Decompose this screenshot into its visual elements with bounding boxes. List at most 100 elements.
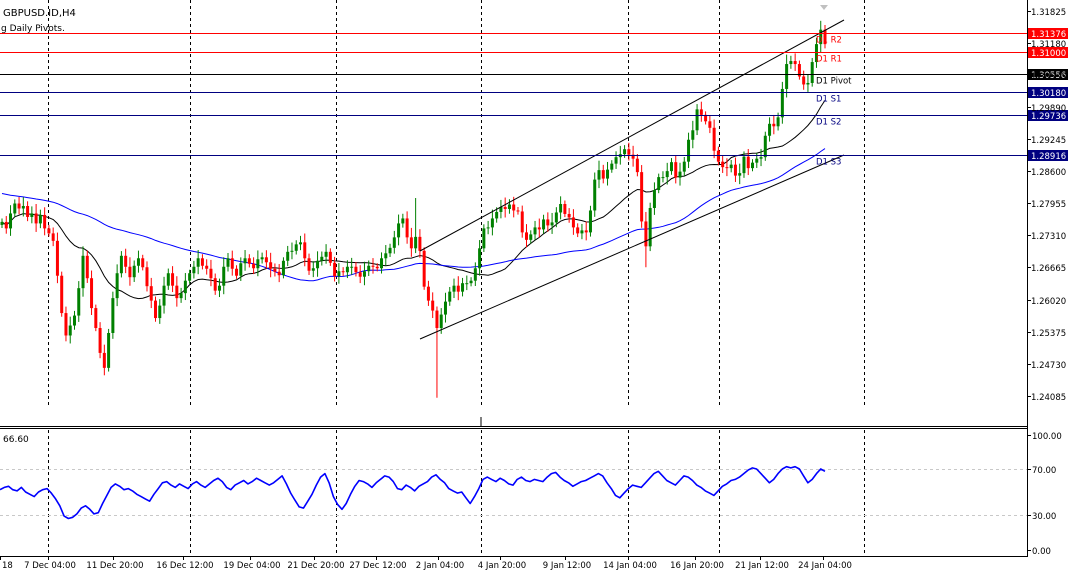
time-tick-label: 21 Dec 20:00 — [287, 561, 344, 571]
candle-body — [772, 123, 776, 127]
candle — [588, 205, 592, 237]
candle-body — [316, 260, 320, 269]
price-tag-label: 1.31376 — [1031, 30, 1066, 40]
candle — [580, 223, 584, 240]
candle — [9, 205, 13, 236]
candle-body — [30, 213, 34, 217]
candle-body — [797, 64, 801, 77]
candle — [482, 224, 486, 253]
candle-body — [47, 228, 51, 234]
time-tick-label: 18 — [2, 561, 13, 571]
pivot-label: D1 S2 — [816, 118, 841, 128]
candle-body — [141, 258, 145, 268]
pivot-label: D1 S3 — [816, 158, 841, 168]
candle-body — [68, 325, 72, 336]
candle-body — [478, 248, 482, 269]
candle-body — [354, 266, 358, 273]
candle — [738, 163, 742, 185]
candle-body — [755, 158, 759, 163]
candle-body — [175, 285, 179, 299]
price-tag-label: 1.28916 — [1031, 152, 1066, 162]
oscillator-pane[interactable]: 66.60 — [0, 435, 1027, 520]
candle-body — [350, 266, 354, 268]
candle — [98, 322, 102, 359]
candle-body — [60, 275, 64, 314]
candle — [149, 277, 153, 309]
candle — [443, 292, 447, 323]
candle — [188, 269, 192, 284]
candle-body — [81, 255, 85, 289]
time-tick-label: 24 Jan 04:00 — [798, 561, 852, 571]
candle — [247, 254, 251, 268]
candle-body — [205, 265, 209, 269]
candle-body — [823, 29, 827, 45]
candle-body — [179, 293, 183, 299]
candle — [162, 276, 166, 314]
trend-channel — [419, 19, 845, 340]
candle — [17, 197, 21, 215]
candle-body — [72, 315, 76, 326]
candle — [797, 60, 801, 80]
candle-body — [507, 204, 511, 209]
candle-body — [439, 314, 443, 329]
candle — [823, 24, 827, 49]
candle-body — [183, 280, 187, 294]
candle — [179, 287, 183, 303]
time-tick-label: 14 Jan 04:00 — [603, 561, 657, 571]
candle — [128, 257, 132, 286]
candle-body — [746, 156, 750, 169]
candle-body — [397, 223, 401, 238]
price-tick-label: 1.31825 — [1031, 8, 1066, 18]
candle — [567, 208, 571, 223]
oscillator-tick-label: 70.00 — [1032, 466, 1056, 476]
candle — [810, 57, 814, 87]
candle — [252, 257, 256, 275]
price-tag-label: 1.30556 — [1031, 71, 1066, 81]
candle-body — [529, 234, 533, 240]
price-axis[interactable]: 1.31376 1.31000 1.30556 1.30180 1.29736 1.289… — [1027, 8, 1068, 403]
price-tag-label: 1.30180 — [1031, 89, 1066, 99]
candle — [729, 159, 733, 173]
candle-body — [495, 211, 499, 219]
candle-body — [4, 221, 8, 229]
candle-body — [64, 313, 68, 336]
candle-body — [303, 242, 307, 259]
pivot-label: D1 R1 — [816, 55, 842, 65]
candle-body — [192, 266, 196, 274]
time-tick-label: 16 Jan 20:00 — [670, 561, 724, 571]
candle — [111, 291, 115, 339]
candle — [350, 257, 354, 275]
candle-body — [252, 263, 256, 269]
candle — [631, 145, 635, 167]
candle-body — [260, 257, 264, 260]
candle-body — [486, 227, 490, 229]
candle — [102, 344, 106, 376]
oscillator-tick-label: 0.00 — [1032, 547, 1051, 557]
candle — [273, 263, 277, 277]
candle-body — [733, 164, 737, 176]
candle — [768, 117, 772, 142]
candle — [478, 240, 482, 276]
candle-body — [401, 218, 405, 224]
candle-body — [785, 64, 789, 89]
candle — [559, 196, 563, 220]
candle — [183, 273, 187, 301]
candle — [516, 206, 520, 215]
candle-body — [580, 230, 584, 234]
candle — [772, 114, 776, 135]
candle-body — [243, 258, 247, 264]
candle — [196, 250, 200, 275]
candle-body — [695, 109, 699, 131]
time-tick-label: 2 Jan 04:00 — [416, 561, 464, 571]
candle-body — [371, 265, 375, 267]
shift-marker-icon[interactable] — [820, 5, 828, 10]
candle — [674, 155, 678, 184]
price-tick-label: 1.24085 — [1031, 393, 1066, 403]
price-pane[interactable]: D1 R2 D1 R1 D1 Pivot D1 S1 D1 S2 D1 S3 GBPUSD… — [0, 0, 1027, 556]
candle-body — [264, 257, 268, 263]
candle-body — [388, 247, 392, 254]
time-axis[interactable]: 18 7 Dec 04:00 11 Dec 20:00 16 Dec 12:00 19 … — [0, 556, 852, 571]
oscillator-value: 66.60 — [3, 435, 29, 445]
candle-body — [503, 206, 507, 209]
